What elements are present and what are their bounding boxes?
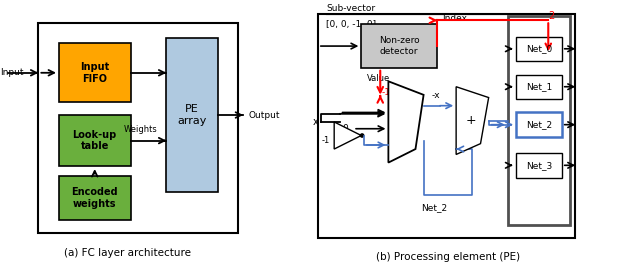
Text: -x: -x [431, 91, 440, 100]
Text: Net_2: Net_2 [421, 203, 447, 212]
Text: (a) FC layer architecture: (a) FC layer architecture [65, 248, 191, 258]
Text: Look-up
table: Look-up table [72, 130, 117, 151]
FancyBboxPatch shape [516, 37, 562, 61]
Text: Index: Index [443, 14, 468, 24]
Text: [0, 0, -1, 0]: [0, 0, -1, 0] [326, 20, 376, 29]
FancyBboxPatch shape [59, 115, 131, 166]
FancyBboxPatch shape [38, 23, 238, 233]
Text: PE
array: PE array [177, 104, 207, 126]
Text: (b) Processing element (PE): (b) Processing element (PE) [376, 253, 520, 262]
Text: -1: -1 [381, 88, 390, 97]
FancyBboxPatch shape [516, 112, 562, 137]
FancyBboxPatch shape [516, 153, 562, 178]
Text: Output: Output [248, 111, 280, 120]
FancyBboxPatch shape [508, 16, 570, 225]
Polygon shape [334, 122, 361, 149]
Text: -1: -1 [322, 136, 330, 146]
Text: x: x [312, 117, 318, 127]
Text: 2: 2 [548, 11, 554, 21]
Text: Value: Value [367, 74, 390, 83]
Text: Weights: Weights [124, 125, 157, 134]
FancyBboxPatch shape [361, 24, 437, 68]
Text: 0: 0 [342, 124, 348, 133]
FancyBboxPatch shape [59, 176, 131, 220]
Text: Sub-vector: Sub-vector [326, 4, 375, 13]
Polygon shape [388, 81, 424, 163]
Text: Input
FIFO: Input FIFO [80, 62, 109, 83]
Circle shape [360, 134, 364, 137]
FancyBboxPatch shape [166, 38, 218, 192]
FancyBboxPatch shape [59, 43, 131, 102]
FancyBboxPatch shape [318, 14, 575, 238]
Text: Encoded
weights: Encoded weights [72, 188, 118, 209]
Text: Input: Input [0, 68, 24, 77]
Text: Net_0: Net_0 [525, 44, 552, 53]
Text: Non-zero
detector: Non-zero detector [379, 36, 420, 56]
Text: Net_1: Net_1 [525, 82, 552, 91]
FancyBboxPatch shape [516, 75, 562, 99]
Polygon shape [456, 87, 489, 154]
Text: +: + [466, 114, 476, 127]
Text: Net_3: Net_3 [525, 161, 552, 170]
Text: Net_2: Net_2 [525, 120, 552, 129]
